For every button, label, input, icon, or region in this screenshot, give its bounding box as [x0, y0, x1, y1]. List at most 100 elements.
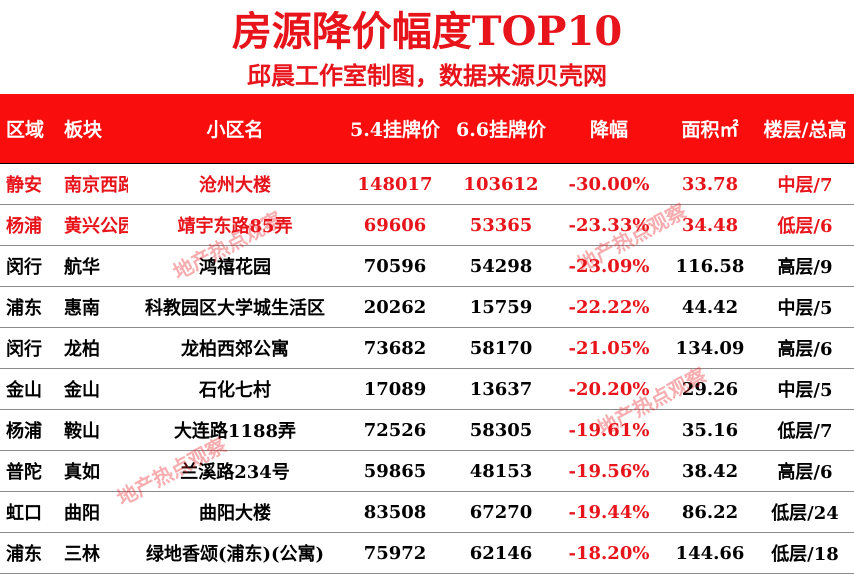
price-drop-table: 区域 板块 小区名 5.4挂牌价 6.6挂牌价 降幅 面积㎡ 楼层/总高 静安南…	[0, 94, 854, 574]
cell-area: 134.09	[664, 327, 756, 369]
table-header-row: 区域 板块 小区名 5.4挂牌价 6.6挂牌价 降幅 面积㎡ 楼层/总高	[0, 94, 854, 164]
cell-drop: -23.09%	[554, 245, 664, 287]
cell-block: 曲阳	[62, 491, 128, 533]
cell-price-june: 67270	[448, 491, 554, 533]
cell-block: 金山	[62, 368, 128, 410]
cell-price-may: 83508	[342, 491, 448, 533]
cell-price-may: 75972	[342, 532, 448, 574]
cell-price-may: 20262	[342, 286, 448, 328]
header-price-may: 5.4挂牌价	[342, 94, 448, 164]
cell-price-may: 148017	[342, 163, 448, 205]
cell-block: 鞍山	[62, 409, 128, 451]
cell-region: 闵行	[0, 245, 62, 287]
cell-community: 科教园区大学城生活区	[128, 286, 342, 328]
cell-community: 绿地香颂(浦东)(公寓)	[128, 532, 342, 574]
table-row: 杨浦 鞍山 大连路1188弄 72526 58305 -19.61% 35.16 低层/7	[0, 409, 854, 451]
cell-price-may: 73682	[342, 327, 448, 369]
cell-price-june: 54298	[448, 245, 554, 287]
cell-block: 黄兴公园	[62, 204, 128, 246]
cell-block: 惠南	[62, 286, 128, 328]
cell-price-june: 48153	[448, 450, 554, 492]
table-row: 浦东 惠南 科教园区大学城生活区 20262 15759 -22.22% 44.42 中层/5	[0, 286, 854, 328]
header-block: 板块	[62, 94, 128, 164]
cell-community: 石化七村	[128, 368, 342, 410]
cell-floor: 低层/24	[756, 491, 854, 533]
cell-region: 虹口	[0, 491, 62, 533]
cell-area: 144.66	[664, 532, 756, 574]
cell-floor: 中层/7	[756, 163, 854, 205]
cell-price-may: 59865	[342, 450, 448, 492]
cell-area: 34.48	[664, 204, 756, 246]
cell-price-june: 103612	[448, 163, 554, 205]
cell-area: 86.22	[664, 491, 756, 533]
cell-drop: -20.20%	[554, 368, 664, 410]
cell-floor: 中层/5	[756, 368, 854, 410]
table-row: 金山 金山 石化七村 17089 13637 -20.20% 29.26 中层/5	[0, 368, 854, 410]
cell-drop: -19.61%	[554, 409, 664, 451]
cell-floor: 高层/6	[756, 327, 854, 369]
cell-price-june: 13637	[448, 368, 554, 410]
cell-drop: -18.20%	[554, 532, 664, 574]
cell-block: 航华	[62, 245, 128, 287]
cell-community: 龙柏西郊公寓	[128, 327, 342, 369]
cell-floor: 低层/7	[756, 409, 854, 451]
cell-drop: -19.44%	[554, 491, 664, 533]
cell-price-june: 58170	[448, 327, 554, 369]
cell-region: 普陀	[0, 450, 62, 492]
cell-region: 闵行	[0, 327, 62, 369]
cell-price-may: 72526	[342, 409, 448, 451]
cell-community: 沧州大楼	[128, 163, 342, 205]
header-area: 面积㎡	[664, 94, 756, 164]
header-region: 区域	[0, 94, 62, 164]
cell-block: 南京西路	[62, 163, 128, 205]
cell-floor: 中层/5	[756, 286, 854, 328]
header-drop: 降幅	[554, 94, 664, 164]
cell-area: 33.78	[664, 163, 756, 205]
cell-region: 杨浦	[0, 204, 62, 246]
cell-community: 鸿禧花园	[128, 245, 342, 287]
cell-drop: -21.05%	[554, 327, 664, 369]
cell-area: 44.42	[664, 286, 756, 328]
cell-floor: 高层/9	[756, 245, 854, 287]
cell-floor: 低层/18	[756, 532, 854, 574]
cell-community: 兰溪路234号	[128, 450, 342, 492]
cell-drop: -23.33%	[554, 204, 664, 246]
page-subtitle: 邱晨工作室制图，数据来源贝壳网	[247, 61, 607, 90]
cell-region: 静安	[0, 163, 62, 205]
page-title: 房源降价幅度TOP10	[231, 8, 623, 55]
cell-price-june: 58305	[448, 409, 554, 451]
cell-drop: -22.22%	[554, 286, 664, 328]
cell-area: 38.42	[664, 450, 756, 492]
cell-community: 靖宇东路85弄	[128, 204, 342, 246]
header-price-june: 6.6挂牌价	[448, 94, 554, 164]
table-row: 闵行 航华 鸿禧花园 70596 54298 -23.09% 116.58 高层/9	[0, 245, 854, 287]
cell-community: 大连路1188弄	[128, 409, 342, 451]
cell-floor: 低层/6	[756, 204, 854, 246]
cell-region: 浦东	[0, 286, 62, 328]
cell-area: 29.26	[664, 368, 756, 410]
cell-block: 真如	[62, 450, 128, 492]
cell-price-may: 69606	[342, 204, 448, 246]
cell-drop: -19.56%	[554, 450, 664, 492]
cell-area: 116.58	[664, 245, 756, 287]
header-floor: 楼层/总高	[756, 94, 854, 164]
cell-price-june: 53365	[448, 204, 554, 246]
cell-drop: -30.00%	[554, 163, 664, 205]
cell-area: 35.16	[664, 409, 756, 451]
cell-price-june: 62146	[448, 532, 554, 574]
cell-region: 金山	[0, 368, 62, 410]
cell-region: 浦东	[0, 532, 62, 574]
cell-floor: 高层/6	[756, 450, 854, 492]
cell-region: 杨浦	[0, 409, 62, 451]
table-row: 浦东 三林 绿地香颂(浦东)(公寓) 75972 62146 -18.20% 144.66 低…	[0, 532, 854, 574]
cell-price-june: 15759	[448, 286, 554, 328]
header-community: 小区名	[128, 94, 342, 164]
cell-block: 三林	[62, 532, 128, 574]
cell-price-may: 17089	[342, 368, 448, 410]
table-row: 虹口 曲阳 曲阳大楼 83508 67270 -19.44% 86.22 低层/24	[0, 491, 854, 533]
cell-price-may: 70596	[342, 245, 448, 287]
table-row: 闵行 龙柏 龙柏西郊公寓 73682 58170 -21.05% 134.09 高层/6	[0, 327, 854, 369]
